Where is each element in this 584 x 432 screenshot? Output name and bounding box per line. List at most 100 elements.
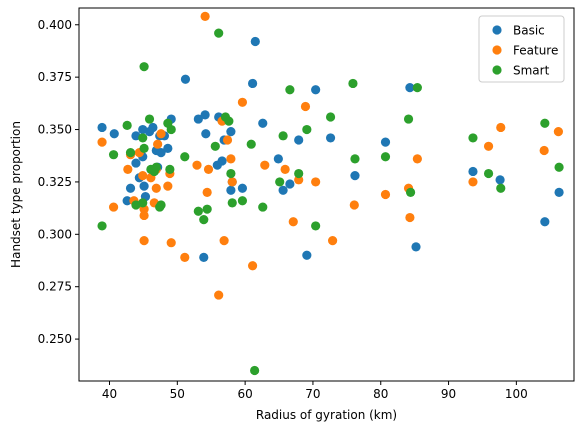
- plot-frame: [78, 7, 575, 382]
- point-basic: [554, 187, 564, 198]
- point-basic: [148, 122, 158, 133]
- point-smart: [350, 154, 360, 164]
- y-tick-label: 0.375: [38, 70, 72, 84]
- y-tick-label: 0.350: [38, 123, 72, 137]
- point-basic: [193, 114, 203, 124]
- point-basic: [311, 85, 321, 95]
- legend-label-basic: Basic: [513, 24, 545, 38]
- point-feature: [280, 164, 290, 174]
- point-feature: [192, 160, 202, 170]
- point-feature: [163, 181, 173, 191]
- point-basic: [380, 137, 391, 147]
- point-basic: [258, 118, 268, 128]
- point-smart: [311, 221, 321, 231]
- point-feature: [247, 261, 258, 271]
- point-smart: [405, 187, 416, 198]
- point-smart: [250, 365, 260, 376]
- point-basic: [163, 143, 173, 153]
- point-feature: [138, 171, 148, 181]
- x-tick-label: 100: [505, 387, 528, 401]
- y-tick-label: 0.250: [38, 332, 72, 346]
- y-axis-label: Handset type proportion: [9, 121, 23, 268]
- x-tick-label: 60: [237, 387, 252, 401]
- point-feature: [226, 154, 236, 164]
- point-feature: [123, 164, 133, 174]
- points-layer: [97, 11, 564, 376]
- point-smart: [165, 164, 175, 174]
- point-feature: [328, 236, 338, 246]
- y-axis: 0.250 0.275 0.300 0.325 0.350 0.375 0.400: [38, 18, 79, 346]
- point-feature: [260, 160, 270, 170]
- point-smart: [540, 118, 550, 128]
- x-tick-label: 40: [102, 387, 117, 401]
- point-basic: [540, 217, 550, 227]
- point-basic: [237, 183, 248, 193]
- y-tick-label: 0.400: [38, 18, 72, 32]
- series-smart: [97, 28, 564, 376]
- point-smart: [302, 124, 312, 135]
- point-basic: [156, 147, 166, 158]
- point-smart: [97, 221, 107, 231]
- point-smart: [325, 112, 336, 122]
- point-smart: [138, 198, 148, 208]
- point-basic: [273, 154, 283, 164]
- legend-label-smart: Smart: [513, 64, 550, 78]
- point-smart: [156, 200, 166, 210]
- point-smart: [224, 116, 234, 126]
- point-feature: [153, 139, 163, 149]
- y-tick-label: 0.300: [38, 227, 72, 241]
- point-smart: [285, 85, 295, 95]
- point-feature: [496, 122, 506, 133]
- point-feature: [166, 238, 176, 248]
- point-basic: [201, 129, 211, 139]
- point-smart: [226, 168, 236, 179]
- point-smart: [483, 168, 494, 179]
- point-smart: [348, 78, 358, 89]
- point-smart: [554, 162, 564, 172]
- point-feature: [380, 189, 391, 200]
- point-feature: [288, 217, 298, 227]
- point-basic: [411, 242, 421, 252]
- point-feature: [200, 11, 210, 21]
- point-smart: [275, 177, 285, 187]
- point-feature: [222, 135, 233, 145]
- point-basic: [405, 83, 415, 93]
- point-basic: [200, 110, 210, 120]
- point-feature: [412, 154, 422, 164]
- point-feature: [237, 97, 248, 107]
- point-basic: [226, 185, 236, 195]
- point-feature: [151, 183, 161, 193]
- point-basic: [226, 127, 236, 137]
- point-basic: [495, 175, 505, 185]
- point-smart: [166, 124, 176, 135]
- point-basic: [131, 158, 141, 168]
- x-tick-label: 90: [441, 387, 456, 401]
- y-tick-label: 0.325: [38, 175, 72, 189]
- legend-label-feature: Feature: [513, 44, 558, 58]
- point-feature: [156, 129, 166, 139]
- point-smart: [210, 141, 220, 151]
- point-feature: [553, 127, 564, 137]
- point-feature: [203, 164, 214, 174]
- point-feature: [294, 175, 304, 185]
- point-feature: [300, 101, 311, 112]
- point-smart: [258, 202, 268, 212]
- point-feature: [468, 177, 478, 187]
- point-basic: [122, 196, 132, 206]
- point-basic: [285, 179, 295, 189]
- point-basic: [97, 122, 107, 133]
- point-feature: [219, 236, 229, 246]
- x-tick-label: 70: [305, 387, 320, 401]
- point-smart: [180, 152, 190, 162]
- legend-marker-smart: [492, 65, 502, 75]
- point-smart: [278, 131, 288, 141]
- point-smart: [237, 196, 248, 206]
- point-basic: [109, 129, 119, 139]
- point-basic: [350, 171, 360, 181]
- point-basic: [247, 78, 258, 89]
- point-feature: [483, 141, 494, 151]
- point-feature: [139, 210, 149, 221]
- series-feature: [97, 11, 564, 300]
- point-smart: [144, 114, 155, 124]
